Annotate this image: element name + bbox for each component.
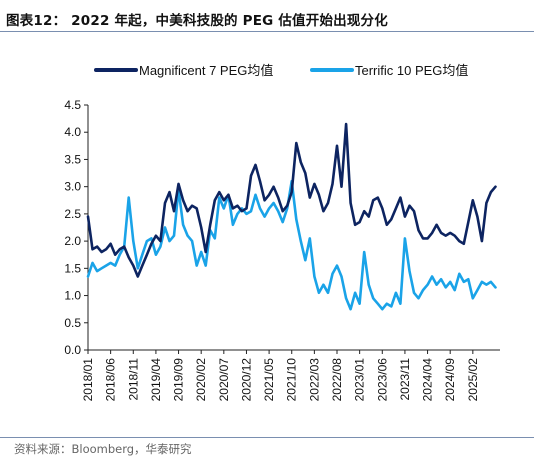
y-tick-label: 3.5	[64, 152, 81, 166]
y-tick-label: 0.0	[64, 343, 81, 357]
chart-series	[86, 122, 497, 311]
y-tick-label: 4.5	[64, 98, 81, 112]
y-tick-label: 2.0	[64, 234, 81, 248]
chart-legend: Magnificent 7 PEG均值 Terrific 10 PEG均值	[94, 63, 468, 78]
x-tick-label: 2022/08	[330, 358, 344, 402]
x-tick-label: 2018/01	[81, 358, 95, 402]
x-tick-label: 2022/03	[307, 358, 321, 402]
x-tick-label: 2019/09	[172, 358, 186, 402]
x-tick-label: 2023/11	[398, 358, 412, 401]
y-tick-label: 3.0	[64, 180, 81, 194]
y-tick-label: 1.5	[64, 261, 81, 275]
x-tick-label: 2020/07	[217, 358, 231, 402]
x-tick-label: 2024/09	[443, 358, 457, 402]
source-note: 资料来源：Bloomberg，华泰研究	[14, 442, 192, 456]
bottom-divider	[0, 437, 534, 438]
x-tick-label: 2019/04	[149, 358, 163, 402]
y-tick-label: 4.0	[64, 125, 81, 139]
legend-label-terrific-10: Terrific 10 PEG均值	[355, 63, 468, 78]
x-tick-label: 2020/12	[239, 358, 253, 402]
x-tick-label: 2023/01	[353, 358, 367, 402]
y-tick-label: 0.5	[64, 316, 81, 330]
top-divider	[0, 31, 534, 32]
y-axis: 0.0 0.5 1.0 1.5 2.0 2.5 3.0 3.5 4.0 4.5	[64, 98, 89, 357]
figure-title: 图表12： 2022 年起，中美科技股的 PEG 估值开始出现分化	[6, 13, 388, 29]
series-line-terrific-10	[86, 179, 497, 311]
y-tick-label: 1.0	[64, 289, 81, 303]
x-tick-label: 2021/05	[262, 358, 276, 402]
x-tick-label: 2025/02	[466, 358, 480, 402]
y-tick-label: 2.5	[64, 207, 81, 221]
series-line-magnificent-7	[86, 122, 497, 278]
x-tick-label: 2018/11	[126, 358, 140, 401]
x-tick-label: 2021/10	[285, 358, 299, 402]
x-tick-label: 2024/04	[421, 358, 435, 402]
legend-label-magnificent-7: Magnificent 7 PEG均值	[139, 63, 273, 78]
x-tick-label: 2023/06	[375, 358, 389, 402]
x-tick-label: 2018/06	[104, 358, 118, 402]
x-axis: 2018/01 2018/06 2018/11 2019/04 2019/09 2020/…	[81, 349, 500, 402]
x-tick-label: 2020/02	[194, 358, 208, 402]
